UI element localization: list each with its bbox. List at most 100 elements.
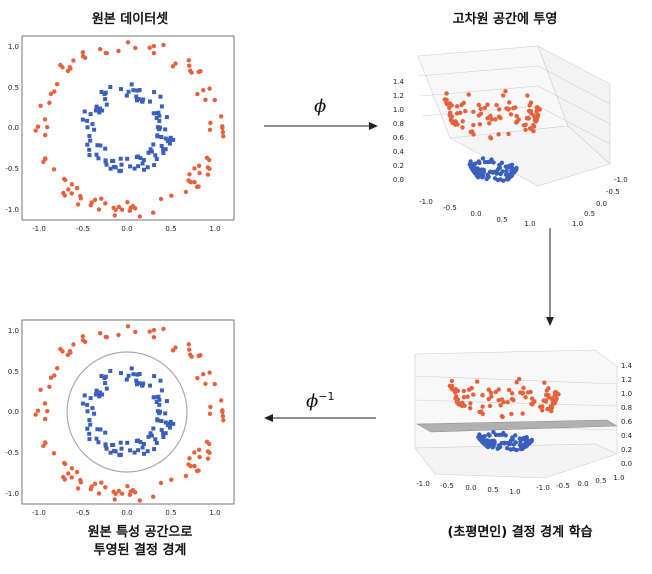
outer-point bbox=[188, 180, 193, 185]
outer-point bbox=[208, 120, 213, 126]
outer-point bbox=[205, 172, 211, 177]
outer-point bbox=[207, 127, 213, 132]
outer-point bbox=[208, 404, 213, 410]
inner-point bbox=[104, 446, 109, 451]
outer-point bbox=[75, 202, 81, 207]
outer-point bbox=[460, 125, 465, 130]
outer-point bbox=[35, 408, 41, 413]
outer-point bbox=[112, 213, 117, 218]
outer-point bbox=[219, 398, 224, 403]
inner-point bbox=[118, 169, 123, 174]
inner-point bbox=[163, 147, 168, 152]
outer-point bbox=[151, 494, 156, 499]
arrow-forward bbox=[264, 122, 378, 130]
outer-point bbox=[55, 366, 60, 371]
inner-point bbox=[481, 167, 486, 172]
inner-point bbox=[152, 163, 157, 168]
outer-point bbox=[187, 172, 192, 177]
outer-point bbox=[486, 387, 491, 392]
inner-point bbox=[126, 89, 131, 94]
inner-point bbox=[103, 374, 108, 379]
outer-point bbox=[207, 370, 212, 375]
outer-point bbox=[161, 326, 166, 332]
inner-point bbox=[493, 432, 499, 438]
outer-point bbox=[205, 456, 211, 461]
outer-point bbox=[220, 413, 226, 419]
outer-point bbox=[453, 119, 458, 125]
outer-point bbox=[111, 205, 116, 210]
inner-point bbox=[498, 171, 503, 177]
outer-point bbox=[542, 380, 547, 385]
outer-point bbox=[51, 167, 57, 172]
inner-point bbox=[145, 449, 150, 454]
inner-point bbox=[87, 153, 92, 158]
inner-point bbox=[472, 166, 477, 171]
outer-point bbox=[521, 123, 526, 128]
outer-point bbox=[58, 346, 63, 352]
outer-point bbox=[529, 396, 535, 401]
outer-point bbox=[498, 403, 503, 408]
x-tick-labels: -1.0 -0.5 0.0 0.5 1.0 bbox=[419, 198, 535, 228]
x-tick-label: 0.0 bbox=[121, 509, 132, 517]
outer-point bbox=[521, 385, 526, 391]
outer-point bbox=[194, 184, 200, 190]
outer-point bbox=[188, 464, 193, 469]
outer-point bbox=[111, 489, 116, 494]
outer-point bbox=[128, 205, 133, 210]
inner-point bbox=[90, 406, 95, 411]
z-tick-label: 1.4 bbox=[393, 78, 405, 86]
inner-point bbox=[490, 445, 495, 450]
outer-point bbox=[125, 484, 130, 489]
x-tick-label: 1.0 bbox=[209, 225, 220, 233]
outer-point bbox=[448, 110, 453, 115]
inner-point bbox=[158, 125, 163, 130]
phi-label: ϕ bbox=[314, 96, 327, 117]
inner-point bbox=[171, 137, 176, 142]
outer-point bbox=[119, 207, 125, 212]
outer-point bbox=[499, 414, 505, 419]
y-tick-labels: 1.0 0.5 0.0 -0.5 -1.0 bbox=[5, 327, 19, 498]
outer-point bbox=[78, 477, 83, 483]
outer-point bbox=[47, 384, 52, 389]
outer-point bbox=[196, 447, 202, 452]
inner-point bbox=[99, 90, 104, 94]
outer-point bbox=[523, 127, 528, 132]
outer-point bbox=[98, 331, 103, 336]
outer-point bbox=[66, 187, 71, 192]
inner-point bbox=[149, 433, 154, 438]
outer-point bbox=[192, 179, 197, 185]
outer-point bbox=[506, 131, 511, 137]
outer-point bbox=[61, 190, 66, 196]
outer-point bbox=[189, 70, 194, 75]
outer-point bbox=[63, 461, 68, 467]
x-tick-label: -1.0 bbox=[419, 198, 433, 206]
outer-point bbox=[212, 381, 217, 387]
z-tick-label: 0.2 bbox=[621, 446, 632, 454]
outer-point bbox=[517, 376, 522, 382]
z-tick-labels: 1.4 1.2 1.0 0.8 0.6 0.4 0.2 0.0 bbox=[393, 78, 405, 184]
outer-point bbox=[553, 397, 559, 402]
outer-point bbox=[55, 82, 60, 87]
inner-point bbox=[159, 388, 164, 393]
outer-point bbox=[501, 93, 506, 98]
inner-point bbox=[141, 158, 146, 162]
inner-point bbox=[104, 386, 109, 391]
outer-point bbox=[61, 474, 66, 480]
outer-point bbox=[449, 103, 454, 108]
outer-point bbox=[533, 119, 539, 124]
inner-point bbox=[85, 402, 90, 407]
inner-point bbox=[140, 445, 145, 450]
outer-point bbox=[488, 113, 493, 119]
outer-point bbox=[151, 210, 156, 215]
inner-point bbox=[480, 175, 485, 180]
inner-point bbox=[93, 108, 98, 113]
outer-point bbox=[132, 490, 138, 495]
inner-point bbox=[137, 372, 142, 376]
inner-point bbox=[92, 411, 97, 416]
outer-point bbox=[119, 491, 125, 496]
grid-line bbox=[537, 105, 611, 145]
outer-point bbox=[526, 116, 531, 121]
y-tick-labels: -1.0 -0.5 0.0 0.5 1.0 bbox=[572, 176, 628, 228]
inner-point bbox=[138, 440, 143, 445]
title-projected: 고차원 공간에 투영 bbox=[452, 12, 558, 27]
